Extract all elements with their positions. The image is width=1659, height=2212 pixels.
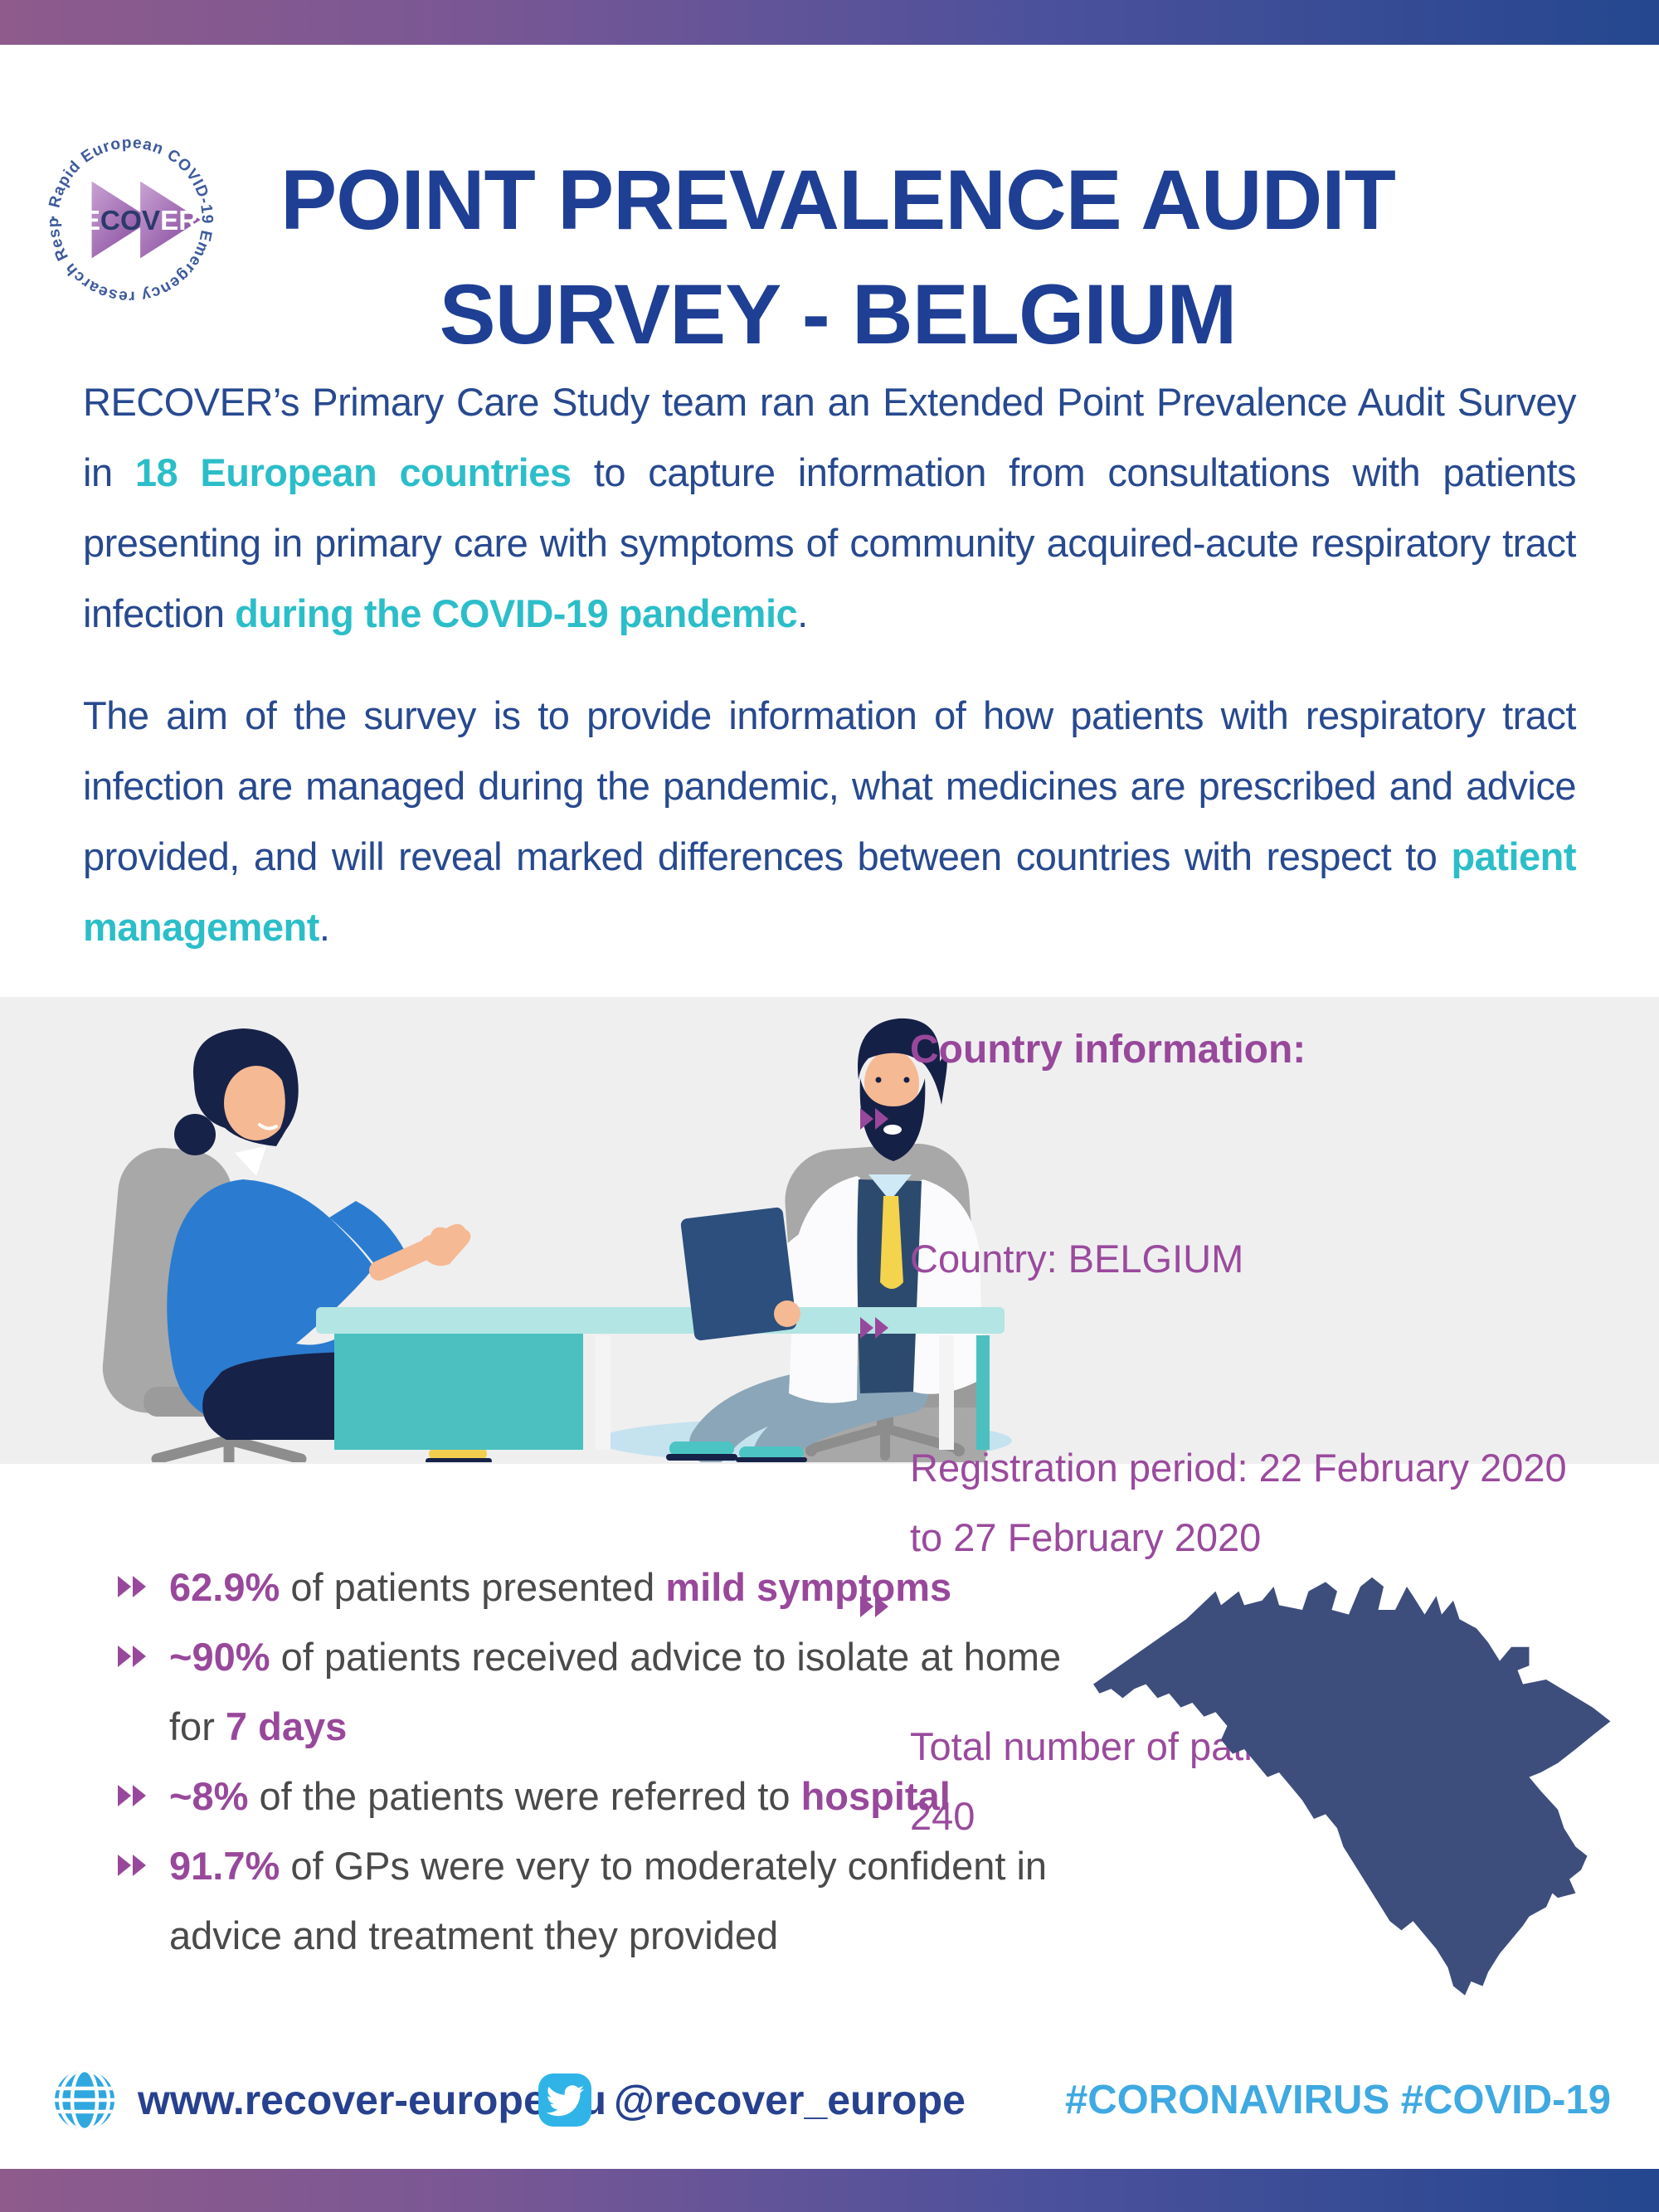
desk-graphic [316, 1307, 1005, 1450]
bottom-gradient-bar [0, 2169, 1659, 2212]
stat-isolation-advice: ~90% of patients received advice to isol… [116, 1622, 1078, 1762]
fast-forward-bullet-icon [118, 1855, 146, 1876]
key-stats-section: 62.9% of patients presented mild symptom… [116, 1553, 1078, 1971]
stat-hospital-referral: ~8% of the patients were referred to hos… [116, 1762, 1078, 1831]
footer-website: www.recover-europe.eu [53, 2067, 606, 2133]
belgium-map [1093, 1577, 1611, 1996]
footer-hashtags: #CORONAVIRUS #COVID-19 [1064, 2078, 1611, 2122]
registration-period-text: Registration period: 22 February 2020 to… [910, 1446, 1567, 1559]
fast-forward-bullet-icon [860, 1317, 888, 1339]
recover-logo-icon: · Rapid European COVID-19 Emergency rese… [36, 118, 219, 309]
country-item-text: Country: BELGIUM [910, 1237, 1244, 1281]
fast-forward-bullet-icon [860, 1108, 888, 1130]
twitter-handle-link[interactable]: @recover_europe [614, 2077, 966, 2123]
page-title: POINT PREVALENCE AUDIT SURVEY - BELGIUM [182, 143, 1493, 372]
intro-paragraph-2: The aim of the survey is to provide info… [83, 693, 1577, 949]
twitter-icon [538, 2073, 591, 2127]
fast-forward-bullet-icon [118, 1646, 146, 1667]
page-title-line1: POINT PREVALENCE AUDIT [280, 153, 1396, 248]
key-stats-list: 62.9% of patients presented mild symptom… [116, 1553, 1078, 1971]
page-title-line2: SURVEY - BELGIUM [439, 267, 1238, 362]
fast-forward-bullet-icon [860, 1596, 888, 1617]
recover-logo: · Rapid European COVID-19 Emergency rese… [36, 118, 219, 309]
footer-twitter: @recover_europe [538, 2067, 966, 2133]
fast-forward-icon [91, 181, 201, 259]
consultation-illustration [102, 1018, 1012, 1462]
intro-section: RECOVER’s Primary Care Study team ran an… [83, 367, 1577, 994]
stat-text: ~90% of patients received advice to isol… [169, 1635, 1062, 1748]
stat-text: 91.7% of GPs were very to moderately con… [169, 1844, 1048, 1957]
tablet-graphic [680, 1207, 797, 1341]
stat-text: ~8% of the patients were referred to hos… [169, 1774, 951, 1818]
country-item: Country: BELGIUM [859, 1085, 1647, 1294]
stat-gp-confidence: 91.7% of GPs were very to moderately con… [116, 1831, 1078, 1971]
top-gradient-bar [0, 0, 1659, 45]
country-info-band: Country information: Country: BELGIUM Re… [0, 997, 1659, 1838]
fast-forward-bullet-icon [118, 1576, 146, 1597]
country-info-heading: Country information: [910, 1028, 1306, 1072]
globe-icon [55, 2070, 114, 2130]
doctor-hand [774, 1300, 800, 1327]
logo-wordmark: RECOVER [62, 206, 199, 236]
stat-text: 62.9% of patients presented mild symptom… [169, 1565, 952, 1609]
website-link[interactable]: www.recover-europe.eu [138, 2077, 606, 2123]
intro-paragraph-1: RECOVER’s Primary Care Study team ran an… [83, 380, 1577, 635]
stat-mild-symptoms: 62.9% of patients presented mild symptom… [116, 1553, 1078, 1622]
fast-forward-bullet-icon [118, 1785, 146, 1806]
registration-period-item: Registration period: 22 February 2020 to… [859, 1294, 1647, 1573]
doctor-figure [666, 1018, 983, 1462]
